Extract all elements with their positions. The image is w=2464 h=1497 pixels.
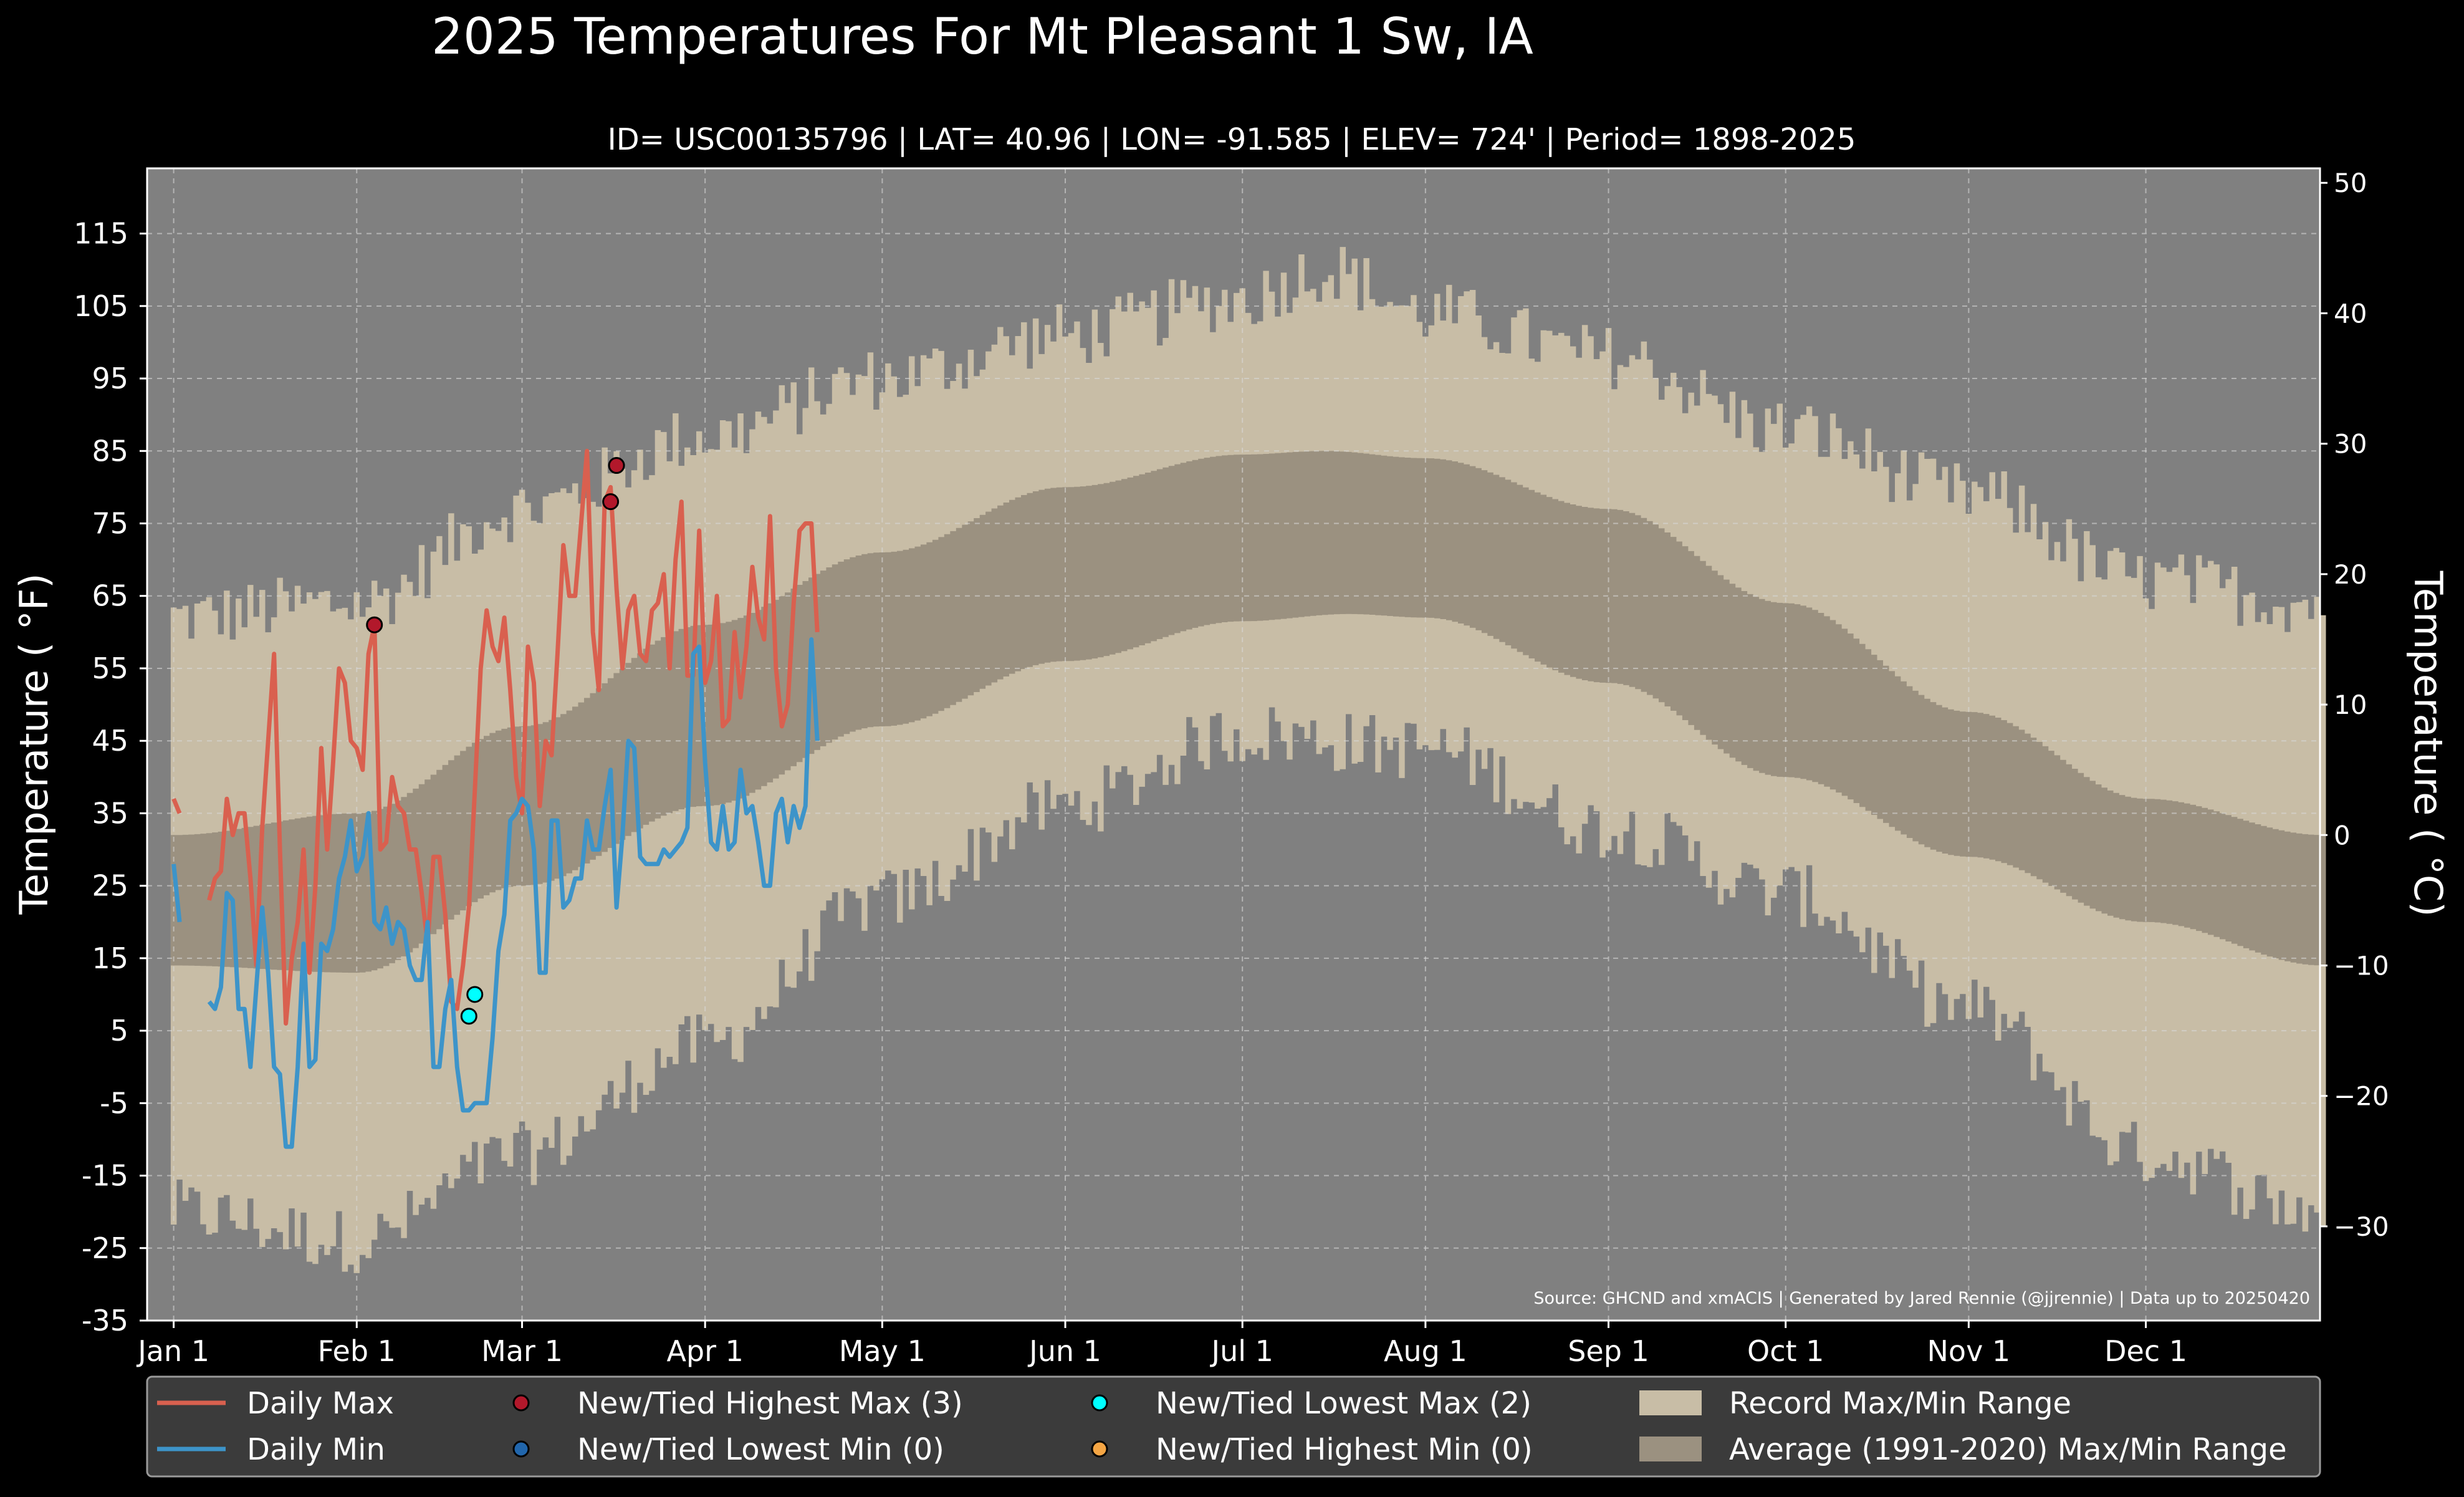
- y-tick-label: -5: [100, 1086, 128, 1120]
- y2-tick-label: −30: [2334, 1211, 2389, 1242]
- x-tick-label: Aug 1: [1384, 1334, 1467, 1368]
- legend-label: New/Tied Lowest Min (0): [577, 1432, 944, 1467]
- lowest-max-marker: [460, 1008, 477, 1025]
- y-tick-label: 15: [92, 941, 128, 975]
- x-tick-label: Mar 1: [481, 1334, 563, 1368]
- legend-label: New/Tied Lowest Max (2): [1156, 1386, 1532, 1421]
- y2-tick-label: −10: [2334, 950, 2389, 981]
- chart-subtitle: ID= USC00135796 | LAT= 40.96 | LON= -91.…: [608, 122, 1856, 157]
- legend-label: Daily Min: [247, 1432, 385, 1467]
- y2-tick-label: 10: [2334, 690, 2367, 720]
- legend-swatch-patch: [1639, 1390, 1702, 1415]
- legend-label: New/Tied Highest Max (3): [577, 1386, 963, 1421]
- legend-label: New/Tied Highest Min (0): [1156, 1432, 1533, 1467]
- y-tick-label: 75: [92, 507, 128, 541]
- y2-tick-label: 30: [2334, 429, 2367, 460]
- y-tick-label: -25: [82, 1231, 128, 1265]
- x-tick-label: Dec 1: [2104, 1334, 2187, 1368]
- y-tick-label: -15: [82, 1159, 128, 1193]
- legend-label: Average (1991-2020) Max/Min Range: [1729, 1432, 2287, 1467]
- plot-area: Source: GHCND and xmACIS | Generated by …: [146, 167, 2326, 1322]
- daily-min-line: [171, 637, 820, 1149]
- source-note: Source: GHCND and xmACIS | Generated by …: [1533, 1289, 2310, 1308]
- legend-swatch-patch: [1639, 1437, 1702, 1461]
- y-tick-label: 85: [92, 434, 128, 468]
- legend-swatch-dot: [1091, 1440, 1108, 1458]
- y2-tick-label: 40: [2334, 298, 2367, 329]
- daily-max-line: [171, 448, 820, 1026]
- y-tick-label: 25: [92, 869, 128, 903]
- legend-label: Daily Max: [247, 1386, 394, 1421]
- x-tick-label: Jun 1: [1027, 1334, 1101, 1368]
- y-tick-label: 65: [92, 579, 128, 613]
- x-tick-label: May 1: [839, 1334, 926, 1368]
- highest-max-marker: [366, 616, 383, 633]
- highest-max-marker: [608, 457, 625, 474]
- record-range-band: [170, 247, 2326, 1273]
- x-tick-label: Oct 1: [1747, 1334, 1824, 1368]
- x-tick-label: Nov 1: [1927, 1334, 2011, 1368]
- x-tick-label: Apr 1: [666, 1334, 743, 1368]
- record-markers: [366, 457, 625, 1025]
- y2-tick-label: −20: [2334, 1081, 2389, 1112]
- x-tick-label: Sep 1: [1568, 1334, 1649, 1368]
- chart-title: 2025 Temperatures For Mt Pleasant 1 Sw, …: [431, 7, 1533, 65]
- y2-axis-label: Temperature ( °C): [2405, 570, 2451, 917]
- x-tick-label: Jan 1: [136, 1334, 209, 1368]
- legend-box: [146, 1375, 2321, 1478]
- legend-swatch-dot: [512, 1440, 530, 1458]
- y-tick-label: 5: [110, 1014, 128, 1047]
- y-tick-label: 55: [92, 652, 128, 685]
- y-tick-label: 105: [74, 289, 128, 323]
- y-axis-left: -35 -25 -15 -5 5 15 25 35 45 55 65 75 85 95 105 115: [74, 217, 147, 1337]
- y-tick-label: -35: [82, 1304, 128, 1337]
- y-tick-label: 95: [92, 362, 128, 395]
- y-tick-label: 35: [92, 796, 128, 830]
- x-axis: Jan 1 Feb 1 Mar 1 Apr 1 May 1 Jun 1 Jul 1 Aug 1…: [136, 1321, 2187, 1368]
- y-tick-label: 115: [74, 217, 128, 251]
- legend-label: Record Max/Min Range: [1729, 1386, 2071, 1421]
- plot-frame: [146, 167, 2321, 1322]
- y2-tick-label: 50: [2334, 168, 2367, 198]
- x-tick-label: Feb 1: [318, 1334, 396, 1368]
- legend-swatch-dot: [512, 1394, 530, 1412]
- y-axis-label: Temperature ( °F): [11, 573, 57, 915]
- highest-max-marker: [602, 493, 620, 511]
- y2-tick-label: 0: [2334, 820, 2351, 850]
- y2-tick-label: 20: [2334, 559, 2367, 590]
- x-tick-label: Jul 1: [1210, 1334, 1273, 1368]
- y-tick-label: 45: [92, 724, 128, 758]
- legend-swatch-dot: [1091, 1394, 1108, 1412]
- lowest-max-marker: [466, 986, 484, 1003]
- legend: Daily Max Daily Min New/Tied Highest Max (…: [146, 1375, 2321, 1478]
- y-axis-right: −30 −20 −10 0 10 20 30 40 50: [2320, 168, 2389, 1242]
